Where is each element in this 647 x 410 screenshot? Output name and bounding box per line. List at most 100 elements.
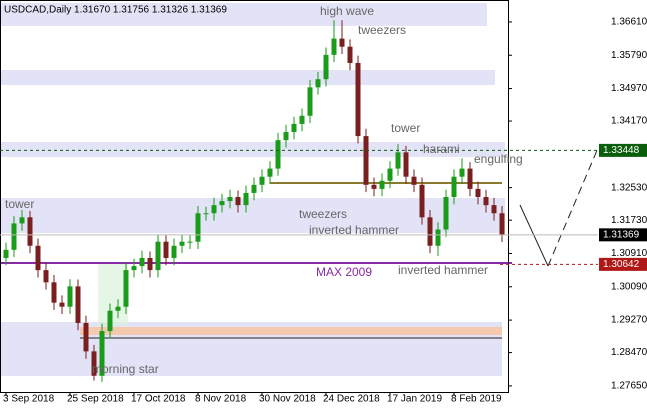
candle-body [43,270,49,283]
annotation: harami [423,142,460,156]
candle-body [163,241,169,258]
candle-body [419,184,425,218]
y-tick-label: 1.36610 [611,17,647,28]
candle-body [395,152,401,169]
x-tick-label: 17 Jan 2019 [387,394,442,405]
price-label: 1.30642 [603,259,640,270]
annotation: high wave [320,4,374,18]
candle-body [315,79,321,88]
annotation: tweezers [299,207,347,221]
y-tick-label: 1.28470 [611,347,647,358]
candle-body [299,115,305,124]
candle-body [283,132,289,141]
candle-body [19,217,25,224]
x-tick-label: 17 Oct 2018 [131,394,186,405]
candle-body [331,38,337,55]
candle-body [211,205,217,214]
zone [98,262,128,326]
candle-body [99,331,105,376]
candle-body [371,184,377,189]
candle-body [91,351,97,376]
annotation: MAX 2009 [316,265,372,279]
x-tick-label: 25 Sep 2018 [67,394,124,405]
candle-body [59,302,65,307]
y-tick-label: 1.32530 [611,182,647,193]
candle-body [51,282,57,303]
projection [547,147,599,267]
x-tick-label: 30 Nov 2018 [259,394,316,405]
candle-body [251,184,257,193]
plot [3,20,505,382]
candle-body [139,257,145,267]
annotation: engulfing [474,152,523,166]
candle-body [347,46,353,63]
x-tick-label: 8 Nov 2018 [195,394,247,405]
zone [80,327,502,335]
candle-body [259,176,265,185]
price-label: 1.31369 [603,229,640,240]
candle-body [483,197,489,206]
candle-body [379,180,385,189]
candle-body [499,213,505,235]
y-tick-label: 1.35790 [611,50,647,61]
candle-body [171,245,177,258]
candle-body [235,197,241,206]
zone [0,3,487,26]
y-tick-label: 1.31730 [611,215,647,226]
annotation: inverted hammer [309,223,399,237]
zone [0,142,505,157]
projection [519,204,549,267]
price-label: 1.33448 [603,145,640,156]
candle-body [339,38,345,47]
candle-body [411,176,417,185]
candle-body [323,54,329,80]
candle-body [75,286,81,323]
candle-body [115,306,121,311]
y-tick-label: 1.29270 [611,315,647,326]
plot-border [0,0,509,393]
candle-body [307,87,313,116]
candle-body [443,197,449,230]
candle-body [267,168,273,177]
candle-body [451,176,457,198]
chart-title: USDCAD,Daily 1.31670 1.31756 1.31326 1.3… [4,5,227,16]
annotation: tweezers [358,23,406,37]
candle-body [11,223,17,250]
candle-body [123,270,129,307]
annotation: tower [391,121,420,135]
candle-body [475,188,481,198]
y-tick-label: 1.34970 [611,83,647,94]
candle-body [403,152,409,177]
candle-body [459,168,465,177]
candle-body [387,168,393,181]
price-label-box [599,257,647,271]
candle-body [435,229,441,246]
candle-body [355,62,361,137]
candle-body [107,310,113,332]
price-label-box [599,228,647,242]
price-label-box [599,143,647,157]
candle-body [147,257,153,271]
candle-body [467,168,473,189]
candle-body [363,136,369,185]
candle-body [35,245,41,271]
candle-body [275,140,281,169]
candle-body [195,213,201,242]
annotation: morning star [92,362,159,376]
y-tick-label: 1.30910 [611,248,647,259]
candle-body [67,286,73,307]
annotation: inverted hammer [398,263,488,277]
x-tick-label: 8 Feb 2019 [451,394,502,405]
candle-body [3,249,9,258]
candle-body [83,322,89,352]
x-tick-label: 3 Sep 2018 [3,394,55,405]
candle-body [203,213,209,215]
candle-body [291,123,297,133]
zone [0,70,495,85]
y-tick-label: 1.34170 [611,116,647,127]
x-tick-label: 24 Dec 2018 [323,394,380,405]
candle-body [427,217,433,246]
candle-body [179,241,185,246]
y-tick-label: 1.30090 [611,281,647,292]
